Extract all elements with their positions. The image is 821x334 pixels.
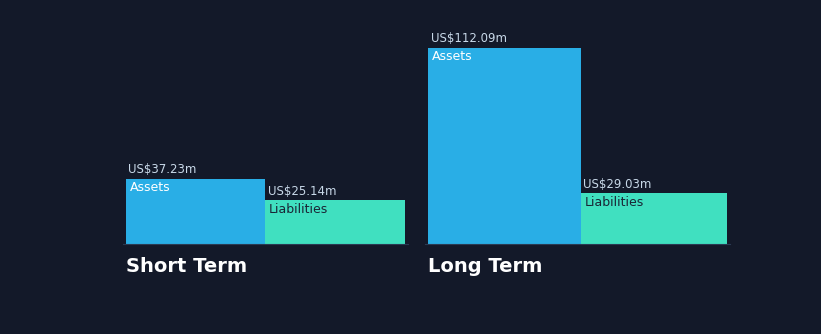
Text: Liabilities: Liabilities: [585, 196, 644, 209]
Bar: [428, 48, 580, 244]
Text: Short Term: Short Term: [126, 257, 247, 276]
Text: Assets: Assets: [432, 50, 473, 63]
Text: US$25.14m: US$25.14m: [268, 184, 337, 197]
Bar: [126, 179, 265, 244]
Text: Long Term: Long Term: [428, 257, 543, 276]
Text: Liabilities: Liabilities: [269, 203, 328, 216]
Text: US$37.23m: US$37.23m: [128, 163, 197, 176]
Text: US$29.03m: US$29.03m: [584, 178, 652, 191]
Text: US$112.09m: US$112.09m: [431, 32, 507, 45]
Bar: [580, 193, 727, 244]
Text: Assets: Assets: [130, 181, 170, 194]
Bar: [265, 200, 405, 244]
